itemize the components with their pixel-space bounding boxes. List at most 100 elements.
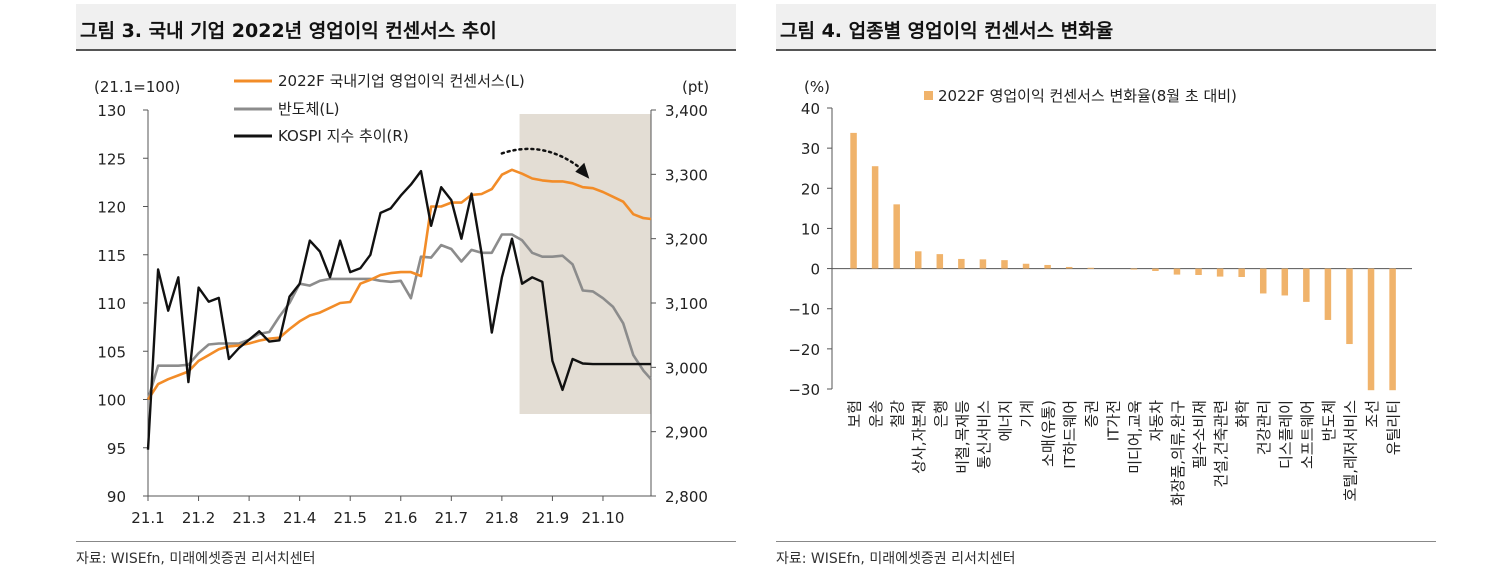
category-label: 화장품,의류,완구 (1169, 400, 1187, 506)
category-label: 조선 (1363, 400, 1381, 428)
category-label: 호텔,레저서비스 (1341, 400, 1359, 502)
series-line-consensus (146, 168, 652, 401)
category-label: IT가전 (1104, 400, 1122, 441)
x-tick-label: 21.8 (485, 509, 518, 527)
bar-chart: 40 30 20 10 0 −10 −20 −30 (%) 2022F 영업이익 컨센서스 변화율… (788, 78, 1412, 506)
bar (1173, 268, 1181, 275)
y-axis-unit: (%) (804, 78, 830, 96)
legend-label: 2022F 국내기업 영업이익 컨센서스(L) (278, 72, 525, 90)
y-tick-label: −30 (788, 381, 820, 399)
series-line-kospi (146, 169, 651, 450)
bar (1044, 264, 1051, 269)
bar (850, 132, 857, 269)
legend-label: 2022F 영업이익 컨센서스 변화율(8월 초 대비) (938, 87, 1237, 105)
x-tick-label: 21.6 (384, 509, 417, 527)
category-label: 은행 (932, 400, 950, 428)
y-tick-label: 40 (801, 100, 820, 118)
bar (1152, 268, 1159, 271)
bar (979, 259, 987, 269)
bar (1216, 268, 1224, 277)
right-tick-label: 3,200 (665, 231, 708, 249)
category-label: 소매(유통) (1040, 400, 1058, 467)
category-label: 유틸리티 (1385, 400, 1403, 455)
x-tick-label: 21.4 (283, 509, 316, 527)
y-tick-label: 10 (801, 220, 820, 238)
right-tick-label: 3,100 (665, 295, 708, 313)
left-tick-label: 120 (97, 199, 126, 217)
right-tick-label: 2,800 (665, 488, 708, 506)
x-tick-label: 21.5 (334, 509, 367, 527)
category-label: 운송 (867, 400, 885, 428)
left-tick-label: 100 (97, 392, 126, 410)
bar (958, 258, 965, 269)
category-label: 에너지 (996, 400, 1014, 441)
figure-4: 그림 4. 업종별 영업이익 컨센서스 변화율 40 30 20 10 0 −10 −20 −… (776, 0, 1436, 574)
bar (1324, 268, 1332, 320)
category-label: 미디어,교육 (1126, 400, 1144, 474)
right-tick-label: 2,900 (665, 424, 708, 442)
figure-title: 그림 4. 업종별 영업이익 컨센서스 변화율 (780, 20, 1114, 42)
figure-title-bar: 그림 4. 업종별 영업이익 컨센서스 변화율 (776, 4, 1436, 51)
x-tick-label: 21.10 (581, 509, 624, 527)
bar (1367, 268, 1375, 391)
y-tick-label: 0 (810, 261, 820, 279)
legend-label: 반도체(L) (278, 100, 339, 118)
series-line-semiconductor (146, 233, 652, 400)
line-chart: 90 95 100 105 110 115 120 125 130 2,800 2,900 3,000… (94, 72, 709, 527)
x-tick-label: 21.9 (536, 509, 569, 527)
bar (1001, 260, 1008, 269)
bar (1087, 267, 1094, 269)
bar (1259, 268, 1267, 294)
bar (1389, 268, 1396, 391)
bar (893, 204, 900, 269)
figure-title-bar: 그림 3. 국내 기업 2022년 영업이익 컨센서스 추이 (76, 4, 736, 51)
trend-arrow-head (575, 162, 590, 179)
figure-title: 그림 3. 국내 기업 2022년 영업이익 컨센서스 추이 (80, 20, 497, 42)
bar (1346, 268, 1353, 345)
bar (914, 251, 922, 269)
left-tick-label: 105 (97, 343, 126, 361)
left-tick-label: 90 (107, 488, 126, 506)
source-divider (776, 541, 1436, 542)
x-tick-label: 21.3 (232, 509, 265, 527)
category-label: 반도체 (1320, 400, 1338, 441)
bar (871, 166, 879, 269)
y-tick-label: 20 (801, 180, 820, 198)
y-tick-label: −10 (788, 301, 820, 319)
category-label: 화학 (1234, 400, 1252, 428)
category-label: 디스플레이 (1277, 400, 1295, 469)
category-label: 비철,목재등 (953, 400, 971, 474)
left-tick-label: 115 (97, 247, 126, 265)
bar (1281, 268, 1289, 296)
category-label: 보험 (846, 400, 864, 428)
bar (936, 254, 944, 269)
category-label: IT하드웨어 (1061, 400, 1079, 469)
x-tick-label: 21.1 (131, 509, 164, 527)
bar (1195, 268, 1202, 275)
legend-swatch (924, 91, 933, 100)
left-tick-label: 130 (97, 102, 126, 120)
figure-3: 그림 3. 국내 기업 2022년 영업이익 컨센서스 추이 90 95 100 10… (76, 0, 736, 574)
bar (1130, 268, 1138, 270)
source-note: 자료: WISEfn, 미래에셋증권 리서치센터 (76, 551, 316, 567)
category-label: 건강관리 (1255, 400, 1273, 455)
y-tick-label: 30 (801, 140, 820, 158)
right-tick-label: 3,400 (665, 102, 708, 120)
left-axis-unit: (21.1=100) (94, 78, 180, 96)
category-label: 상사,자본재 (910, 400, 928, 474)
left-tick-label: 110 (97, 295, 126, 313)
left-tick-label: 95 (107, 440, 126, 458)
category-label: 통신서비스 (975, 400, 993, 469)
source-note: 자료: WISEfn, 미래에셋증권 리서치센터 (776, 551, 1016, 567)
category-label: 증권 (1083, 400, 1101, 428)
category-label: 소프트웨어 (1298, 400, 1316, 469)
source-divider (76, 541, 736, 542)
bar (1303, 268, 1310, 302)
right-axis-unit: (pt) (682, 78, 709, 96)
y-tick-label: −20 (788, 341, 820, 359)
category-label: 철강 (889, 400, 907, 428)
category-label: 자동차 (1147, 400, 1165, 442)
category-label: 건설,건축관련 (1212, 400, 1230, 488)
shaded-region (519, 114, 651, 414)
bar (1238, 268, 1245, 278)
